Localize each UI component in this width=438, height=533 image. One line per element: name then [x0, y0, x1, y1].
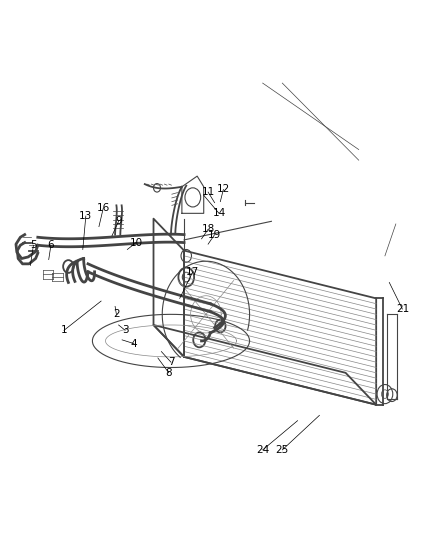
Text: 9: 9 [115, 216, 122, 227]
Text: 8: 8 [166, 368, 172, 378]
Text: 12: 12 [217, 184, 230, 195]
Text: 25: 25 [276, 445, 289, 455]
Text: 19: 19 [208, 230, 221, 240]
Text: 16: 16 [97, 203, 110, 213]
Text: 17: 17 [186, 267, 199, 277]
Text: 2: 2 [113, 309, 120, 319]
Text: 14: 14 [212, 208, 226, 219]
Text: 13: 13 [79, 211, 92, 221]
Text: 10: 10 [130, 238, 143, 247]
Text: 21: 21 [396, 304, 409, 314]
Text: 1: 1 [61, 325, 67, 335]
Text: 18: 18 [201, 224, 215, 235]
Text: 4: 4 [131, 338, 137, 349]
Text: 6: 6 [48, 240, 54, 250]
Text: 5: 5 [30, 240, 37, 250]
Text: 7: 7 [168, 357, 174, 367]
Text: 24: 24 [256, 445, 269, 455]
Text: 3: 3 [122, 325, 128, 335]
Text: 11: 11 [201, 187, 215, 197]
